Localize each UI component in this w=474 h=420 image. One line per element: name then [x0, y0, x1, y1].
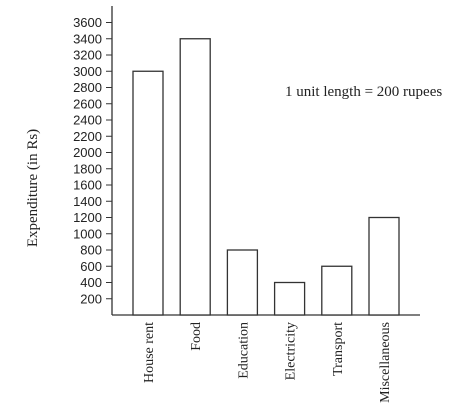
y-tick-label: 1400	[73, 194, 102, 209]
y-tick-label: 3600	[73, 15, 102, 30]
bar	[226, 249, 259, 316]
y-tick-label: 1800	[73, 161, 102, 176]
y-tick-label: 1600	[73, 178, 102, 193]
y-tick-label: 2000	[73, 145, 102, 160]
x-tick-label: House rent	[142, 322, 157, 383]
y-tick-label: 600	[80, 259, 102, 274]
y-tick-label: 2600	[73, 96, 102, 111]
y-tick-label: 2800	[73, 80, 102, 95]
y-tick-label: 3000	[73, 64, 102, 79]
y-tick-label: 3400	[73, 31, 102, 46]
bar	[321, 265, 353, 316]
bar	[368, 216, 400, 316]
x-tick-label: Food	[189, 322, 204, 351]
bar	[179, 38, 211, 316]
y-tick-label: 2400	[73, 113, 102, 128]
bars	[132, 38, 400, 316]
y-tick-label: 200	[80, 291, 102, 306]
y-tick-label: 400	[80, 275, 102, 290]
y-tick-label: 1000	[73, 226, 102, 241]
y-tick-label: 1200	[73, 210, 102, 225]
x-tick-label: Electricity	[284, 322, 299, 380]
y-tick-label: 2200	[73, 129, 102, 144]
y-tick-label: 3200	[73, 48, 102, 63]
bar	[132, 70, 164, 316]
y-axis-title: Expenditure (in Rs)	[25, 129, 41, 247]
y-tick-label: 800	[80, 243, 102, 258]
x-tick-label: Education	[236, 322, 251, 379]
bar	[273, 281, 306, 316]
x-axis-tick-labels: House rent Food Education Electricity Transp…	[142, 322, 393, 403]
x-tick-label: Transport	[331, 322, 346, 376]
unit-annotation: 1 unit length = 200 rupees	[285, 84, 442, 100]
x-tick-label: Miscellaneous	[378, 322, 393, 403]
